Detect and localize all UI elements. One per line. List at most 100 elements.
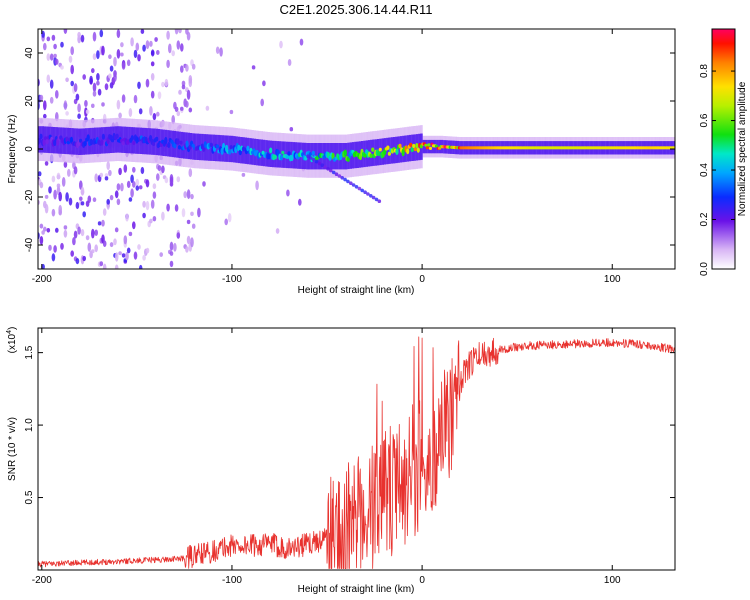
heat-cell [180,65,184,73]
heat-cell [120,52,124,57]
heat-cell [101,102,105,107]
heat-cell [39,223,44,229]
heat-cell [273,154,277,160]
heat-cell [145,179,150,188]
heat-cell [83,140,87,147]
heat-cell [41,230,45,235]
heat-cell [70,46,74,56]
heat-cell [363,190,367,194]
spectrogram-y-label: Frequency (Hz) [7,115,18,184]
heat-cell [97,88,102,96]
heat-cell [174,204,179,212]
heat-cell [251,65,256,70]
heat-cell [178,29,182,34]
heat-cell [91,68,95,74]
heat-cell [176,110,181,117]
heat-cell [169,260,174,268]
heat-cell [55,90,59,99]
heat-cell [128,231,133,237]
snr-panel: -200 -100 0 100 0.5 1.0 1.5 Height of straigh… [6,327,676,595]
heat-cell [80,34,85,43]
heat-cell [269,147,273,154]
heat-cell [180,131,184,159]
y-tick-label: -40 [24,237,35,252]
heat-cell [197,207,201,218]
heat-cell [38,171,42,177]
spectrogram-x-label: Height of straight line (km) [298,285,415,296]
heat-cell [215,46,220,54]
heat-cell [262,80,266,87]
colorbar: 0.0 0.2 0.4 0.6 0.8 Normalized spectral ampl… [699,28,748,276]
heat-cell [102,240,107,247]
heat-cell [39,236,44,245]
heat-cell [84,100,88,107]
heat-cell [115,133,119,139]
heat-cell [53,245,57,253]
heat-cell [374,197,379,202]
heat-cell [161,165,165,174]
colorbar-tick-label: 0.4 [699,163,710,177]
heat-cell [149,40,153,47]
heat-cell [329,168,333,173]
heat-cell [145,247,150,254]
heat-cell [154,37,158,42]
heat-cell [53,53,57,59]
heat-cell [287,59,292,66]
heat-cell [150,199,155,209]
heat-cell [104,83,109,91]
heat-cell [108,169,112,177]
heat-cell [75,258,80,265]
heat-cell [309,156,313,160]
heat-cell [89,75,93,85]
heat-cell [43,100,47,111]
heat-cell [209,142,213,148]
heat-cell [92,82,97,93]
heat-cell [360,188,365,193]
heat-cell [114,227,119,233]
heat-cell [132,181,136,188]
heat-cell [142,200,146,208]
heat-cell [185,140,189,148]
heat-cell [106,198,110,205]
heat-cell [133,251,138,260]
heat-cell [298,198,302,206]
heat-cell [109,194,114,201]
heat-cell [413,147,417,152]
heat-cell [371,195,376,200]
heat-cell [275,228,280,234]
heat-cell [401,148,405,157]
heat-cell [60,41,64,48]
y-tick-label: 0 [24,146,35,152]
heat-cell [229,109,234,115]
heat-cell [155,128,159,156]
heat-cell [77,31,81,39]
heat-cell [73,230,78,239]
heat-cell [113,238,117,246]
heat-cell [43,226,47,232]
heat-cell [377,150,381,157]
heat-cell [125,252,129,261]
heat-cell [261,150,265,155]
heat-cell [152,113,157,121]
heat-cell [395,148,399,155]
heat-cell [157,165,162,172]
heat-cell [378,147,382,152]
heat-cell [63,29,68,34]
heat-cell [106,161,110,171]
heat-cell [75,201,80,210]
heat-cell [429,139,432,154]
heat-cell [66,140,70,145]
heat-cell [39,181,44,189]
heat-cell [135,185,140,191]
heat-cell [91,228,95,239]
heat-cell [269,140,273,167]
heat-cell [140,166,145,175]
heat-cell [169,130,172,157]
heat-cell [121,253,126,258]
heat-cell [286,189,290,197]
heat-cell [167,142,171,148]
heat-cell [77,226,81,235]
heat-cell [51,175,56,183]
heat-cell [126,180,131,188]
heat-cell [228,135,232,163]
